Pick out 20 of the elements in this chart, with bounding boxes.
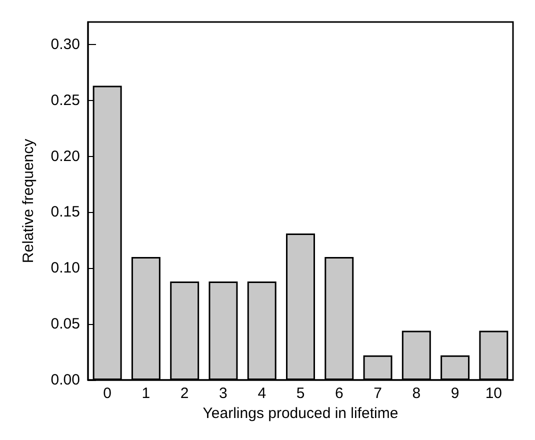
y-axis-title: Relative frequency bbox=[20, 138, 37, 264]
y-tick-label: 0.05 bbox=[50, 316, 80, 333]
x-tick-label: 0 bbox=[103, 385, 112, 402]
y-tick-label: 0.30 bbox=[50, 36, 80, 53]
y-tick-label: 0.00 bbox=[50, 372, 80, 388]
y-tick-label: 0.15 bbox=[50, 204, 80, 221]
x-tick-label: 2 bbox=[180, 385, 189, 402]
x-tick-label: 7 bbox=[374, 385, 382, 402]
x-tick-label: 1 bbox=[142, 385, 150, 402]
y-tick-label: 0.20 bbox=[50, 148, 80, 165]
x-tick-label: 6 bbox=[334, 385, 344, 402]
x-tick-label: 4 bbox=[258, 385, 266, 402]
x-tick-label: 8 bbox=[412, 385, 421, 402]
y-tick-label: 0.25 bbox=[50, 92, 80, 109]
x-tick-label: 5 bbox=[296, 385, 305, 402]
y-tick-label: 0.10 bbox=[50, 260, 80, 277]
x-tick-label: 9 bbox=[450, 385, 460, 402]
x-tick-label: 3 bbox=[219, 385, 228, 402]
x-tick-label: 10 bbox=[485, 385, 502, 402]
x-axis-title: Yearlings produced in lifetime bbox=[202, 404, 398, 422]
